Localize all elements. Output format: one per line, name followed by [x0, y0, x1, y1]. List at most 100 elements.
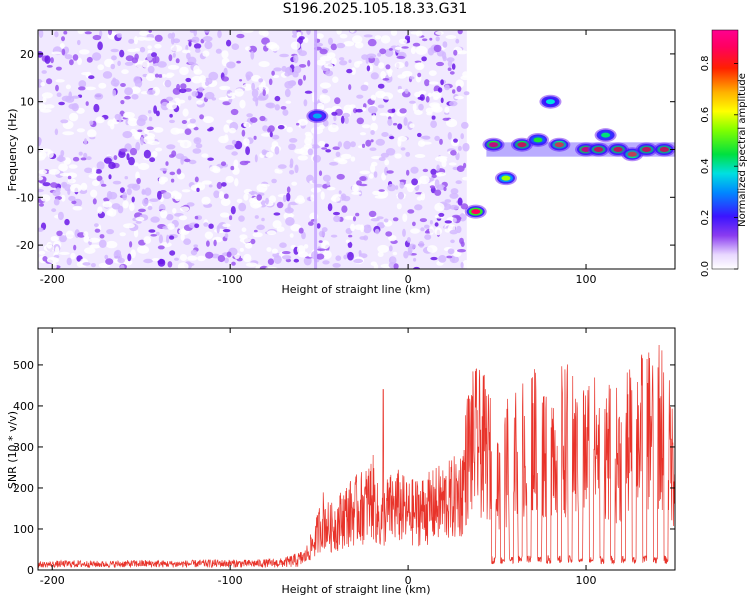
noise-streak: [314, 30, 318, 269]
noise-blob: [134, 133, 141, 140]
noise-blob: [95, 116, 105, 124]
x-tick-label: 0: [405, 273, 412, 286]
noise-blob: [88, 237, 101, 243]
noise-blob: [408, 243, 417, 250]
noise-blob: [169, 235, 175, 240]
noise-blob: [326, 52, 336, 59]
noise-blob: [124, 61, 134, 66]
noise-blob: [373, 263, 379, 269]
noise-blob: [457, 145, 462, 151]
noise-blob: [460, 262, 464, 269]
noise-blob: [133, 229, 139, 238]
noise-blob: [262, 125, 269, 132]
noise-blob: [86, 156, 92, 161]
noise-blob: [121, 69, 129, 75]
noise-blob: [412, 42, 421, 47]
noise-blob: [323, 119, 329, 127]
noise-blob: [361, 124, 371, 129]
colorbar: 0.0 0.2 0.4 0.6 0.8 Normalized spectral ampl…: [700, 29, 748, 277]
noise-blob: [133, 76, 141, 84]
noise-blob: [42, 182, 51, 187]
noise-blob: [440, 79, 444, 86]
noise-blob: [409, 76, 415, 80]
noise-blob: [38, 227, 44, 232]
x-tick-label: -200: [40, 273, 65, 286]
noise-blob: [265, 266, 278, 269]
noise-blob: [162, 192, 172, 199]
noise-blob: [436, 172, 446, 177]
noise-blob: [218, 135, 229, 144]
noise-blob: [340, 153, 352, 160]
noise-blob: [119, 187, 125, 194]
noise-blob: [166, 144, 176, 150]
noise-blob: [320, 191, 325, 200]
noise-blob: [370, 139, 374, 143]
noise-blob: [187, 255, 198, 261]
noise-blob: [344, 215, 355, 220]
noise-blob: [394, 61, 405, 69]
noise-blob: [459, 213, 467, 222]
noise-blob: [92, 180, 100, 187]
noise-blob: [172, 38, 181, 44]
noise-blob: [125, 55, 134, 62]
noise-blob: [228, 127, 236, 134]
noise-blob: [449, 192, 459, 199]
noise-blob: [122, 131, 133, 139]
noise-blob: [269, 131, 273, 138]
noise-blob: [461, 121, 469, 129]
noise-blob: [297, 118, 308, 126]
noise-blob: [147, 49, 153, 55]
noise-blob: [315, 33, 324, 39]
noise-blob: [80, 182, 88, 191]
noise-blob: [196, 100, 204, 105]
noise-blob: [351, 184, 359, 193]
noise-blob: [65, 230, 74, 239]
noise-blob: [450, 188, 459, 195]
noise-blob: [367, 38, 377, 47]
noise-blob: [298, 64, 307, 68]
noise-blob: [453, 49, 458, 56]
noise-blob: [62, 131, 75, 136]
colorbar-tick-label: 0.4: [700, 158, 711, 174]
noise-blob: [86, 56, 93, 63]
noise-blob: [332, 263, 341, 268]
noise-blob: [404, 61, 409, 67]
noise-blob: [284, 88, 291, 98]
noise-blob: [399, 108, 407, 114]
noise-blob: [50, 182, 58, 188]
noise-blob: [252, 232, 263, 238]
noise-blob: [293, 54, 299, 64]
noise-blob: [342, 112, 351, 118]
noise-blob: [403, 250, 409, 259]
noise-blob: [447, 248, 455, 255]
noise-blob: [289, 80, 296, 86]
noise-blob: [148, 116, 153, 122]
noise-blob: [84, 247, 96, 254]
noise-blob: [89, 244, 101, 249]
noise-blob: [318, 170, 323, 176]
noise-blob: [404, 88, 409, 94]
noise-blob: [51, 262, 57, 269]
noise-blob: [403, 117, 408, 126]
noise-blob: [401, 46, 409, 49]
noise-blob: [169, 119, 175, 124]
noise-blob: [348, 234, 353, 238]
noise-blob: [226, 251, 232, 258]
noise-blob: [165, 74, 173, 79]
noise-blob: [38, 151, 47, 159]
noise-blob: [71, 103, 79, 112]
noise-blob: [149, 198, 159, 202]
noise-blob: [294, 197, 306, 204]
noise-blob: [144, 187, 152, 196]
noise-blob: [303, 74, 306, 81]
noise-blob: [123, 223, 135, 229]
noise-blob: [444, 106, 450, 114]
noise-blob: [103, 157, 112, 164]
y-tick-label: 0: [27, 144, 34, 157]
noise-blob: [46, 78, 53, 85]
feature-core: [533, 137, 543, 143]
feature-core: [545, 99, 555, 105]
noise-blob: [211, 97, 216, 101]
noise-blob: [244, 242, 253, 249]
noise-blob: [43, 104, 55, 109]
